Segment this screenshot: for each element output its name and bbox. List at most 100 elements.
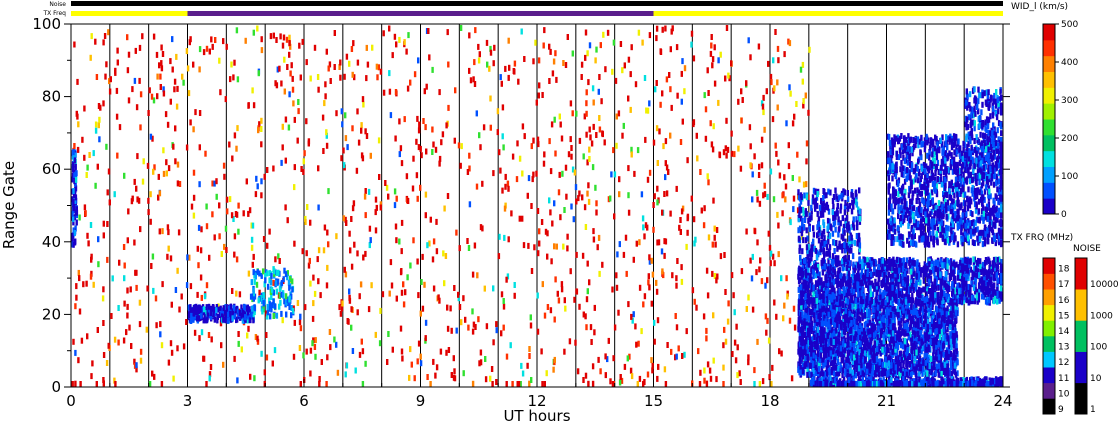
- echo-point: [719, 253, 723, 260]
- echo-point: [504, 183, 507, 190]
- echo-point: [575, 198, 578, 205]
- echo-point: [158, 228, 161, 235]
- echo-point: [598, 270, 601, 277]
- echo-point: [834, 364, 837, 371]
- echo-point: [655, 80, 658, 86]
- txfreq-status-bar: [71, 11, 1003, 16]
- echo-point: [237, 202, 240, 209]
- echo-point: [883, 323, 886, 330]
- echo-point: [523, 56, 526, 62]
- echo-point: [559, 121, 562, 128]
- echo-point: [669, 210, 672, 217]
- echo-point: [918, 310, 922, 317]
- echo-point: [350, 306, 353, 313]
- echo-point: [854, 372, 857, 379]
- echo-point: [939, 361, 942, 367]
- echo-point: [914, 331, 917, 338]
- echo-point: [327, 188, 330, 195]
- echo-point: [562, 243, 565, 250]
- echo-point: [233, 312, 236, 318]
- echo-point: [644, 136, 647, 143]
- echo-point: [536, 136, 540, 143]
- echo-point: [326, 354, 329, 361]
- echo-point: [390, 282, 394, 289]
- echo-point: [135, 366, 138, 373]
- echo-point: [945, 349, 948, 356]
- echo-point: [445, 349, 448, 356]
- echo-point: [586, 260, 589, 267]
- echo-point: [675, 282, 678, 289]
- echo-point: [812, 265, 815, 272]
- echo-point: [888, 365, 891, 372]
- echo-point: [592, 99, 595, 106]
- echo-point: [250, 293, 254, 300]
- echo-point: [367, 188, 371, 195]
- echo-point: [479, 224, 483, 231]
- echo-point: [173, 86, 176, 93]
- echo-point: [647, 279, 650, 286]
- echo-point: [851, 320, 855, 327]
- echo-point: [863, 350, 867, 357]
- echo-point: [437, 294, 440, 301]
- echo-point: [910, 308, 913, 315]
- echo-point: [213, 306, 216, 313]
- echo-point: [601, 131, 604, 138]
- echo-point: [354, 367, 357, 374]
- echo-point: [943, 308, 946, 315]
- echo-point: [918, 319, 921, 326]
- echo-point: [829, 346, 832, 353]
- echo-point: [496, 108, 500, 115]
- echo-point: [739, 379, 742, 385]
- echo-point: [500, 330, 503, 337]
- echo-point: [159, 331, 162, 338]
- echo-point: [155, 51, 159, 58]
- echo-point: [745, 80, 748, 87]
- echo-point: [350, 324, 353, 331]
- echo-point: [949, 305, 953, 312]
- echo-point: [74, 303, 77, 310]
- echo-point: [585, 100, 588, 107]
- echo-point: [875, 364, 878, 371]
- echo-point: [711, 146, 715, 153]
- echo-point: [248, 207, 252, 214]
- echo-point: [369, 237, 372, 244]
- echo-point: [766, 317, 769, 324]
- echo-point: [882, 342, 886, 349]
- echo-point: [417, 292, 420, 299]
- echo-point: [319, 292, 322, 299]
- echo-point: [809, 339, 812, 346]
- echo-point: [906, 318, 909, 324]
- echo-point: [623, 62, 626, 69]
- echo-point: [473, 59, 476, 66]
- echo-point: [618, 379, 622, 386]
- echo-point: [348, 294, 351, 301]
- echo-point: [917, 323, 920, 330]
- echo-point: [400, 348, 404, 355]
- echo-point: [708, 367, 712, 374]
- echo-point: [217, 303, 220, 310]
- echo-point: [797, 320, 801, 327]
- echo-point: [285, 299, 288, 306]
- echo-point: [235, 256, 239, 263]
- echo-point: [377, 64, 381, 71]
- echo-point: [781, 192, 784, 199]
- echo-point: [664, 25, 667, 32]
- echo-point: [98, 116, 101, 123]
- echo-point: [385, 184, 389, 191]
- echo-point: [921, 370, 924, 377]
- echo-point: [914, 370, 917, 377]
- echo-point: [483, 285, 486, 292]
- echo-point: [554, 276, 557, 283]
- echo-point: [801, 303, 804, 310]
- echo-point: [218, 312, 222, 318]
- echo-point: [266, 270, 269, 277]
- echo-point: [887, 271, 891, 278]
- echo-point: [126, 237, 129, 244]
- echo-point: [386, 359, 389, 365]
- echo-point: [505, 276, 508, 283]
- echo-point: [546, 304, 550, 310]
- echo-point: [181, 73, 184, 80]
- echo-point: [813, 334, 816, 341]
- echo-point: [722, 342, 725, 349]
- echo-point: [215, 307, 218, 314]
